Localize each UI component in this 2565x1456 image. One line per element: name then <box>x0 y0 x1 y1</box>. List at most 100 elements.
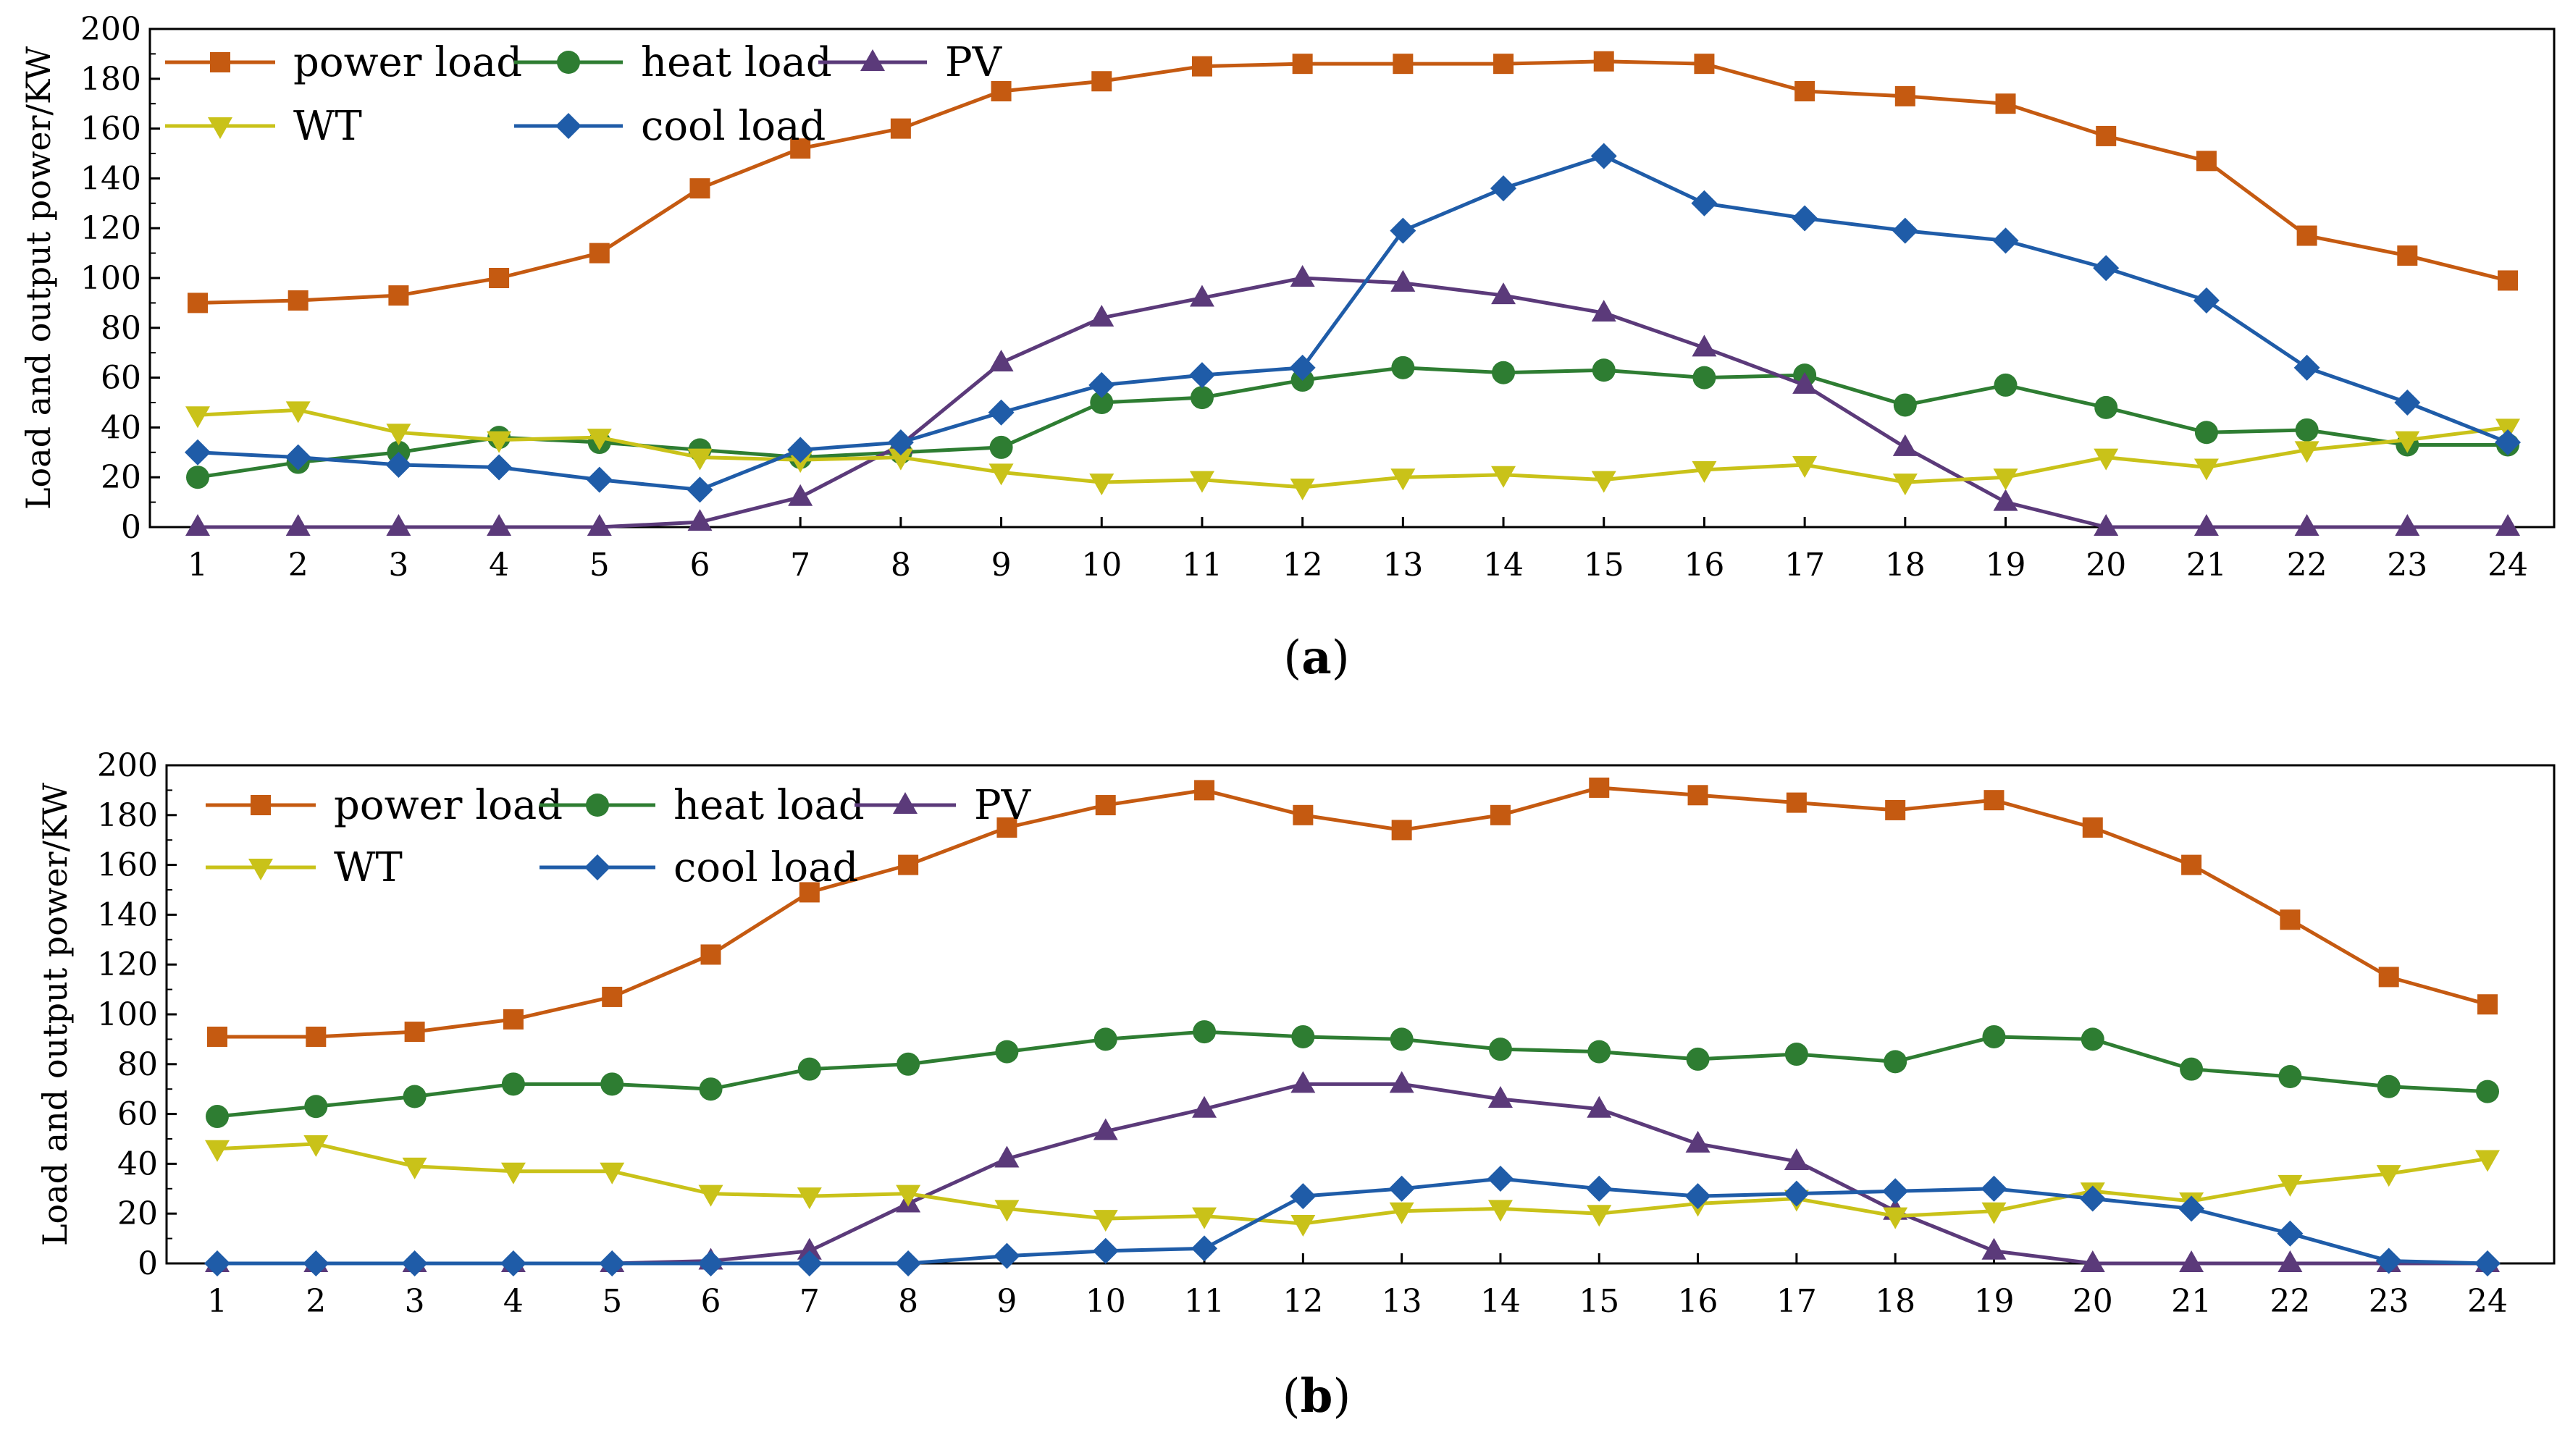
data-point <box>207 1026 227 1047</box>
y-tick-label: 160 <box>80 111 141 148</box>
data-point <box>1490 175 1517 202</box>
legend-marker <box>557 51 580 74</box>
data-point <box>994 1145 1020 1168</box>
series-line <box>217 1177 2488 1266</box>
data-point <box>1391 355 1415 379</box>
x-tick-label: 22 <box>2270 1283 2310 1320</box>
data-point <box>1784 1043 1808 1066</box>
legend-marker <box>208 117 232 139</box>
data-point <box>799 882 820 903</box>
legend-label: PV <box>974 782 1032 829</box>
data-point <box>2081 1027 2104 1051</box>
data-point <box>2080 1250 2105 1272</box>
data-point <box>1592 358 1616 382</box>
series-pv <box>185 265 2520 536</box>
data-point <box>1786 792 1807 813</box>
series-cool-load <box>204 1166 2501 1276</box>
data-point <box>489 268 510 288</box>
series-power-load <box>207 777 2498 1047</box>
data-point <box>287 290 308 311</box>
data-point <box>1289 354 1316 381</box>
data-point <box>1391 820 1412 841</box>
data-point <box>1189 471 1214 493</box>
data-point <box>890 118 911 139</box>
data-point <box>487 514 512 536</box>
data-point <box>988 349 1014 371</box>
series-wt <box>205 1135 2500 1237</box>
data-point <box>2193 287 2220 313</box>
data-point <box>994 1242 1020 1269</box>
y-tick-label: 160 <box>97 847 158 884</box>
x-tick-label: 10 <box>1086 1283 1126 1320</box>
data-point <box>1093 1210 1118 1232</box>
x-tick-label: 6 <box>701 1283 721 1320</box>
data-point <box>1893 393 1917 417</box>
x-tick-label: 11 <box>1184 1283 1225 1320</box>
data-point <box>1692 366 1716 390</box>
data-point <box>2293 354 2320 381</box>
legend-marker <box>248 859 273 880</box>
data-point <box>2495 429 2521 456</box>
series-line <box>217 1142 2488 1226</box>
data-point <box>500 1162 526 1184</box>
data-point <box>896 1184 921 1207</box>
legend-label: power load <box>334 782 563 829</box>
data-point <box>285 514 311 536</box>
data-point <box>188 293 208 313</box>
data-point <box>1192 1207 1217 1229</box>
data-point <box>501 1072 525 1096</box>
data-point <box>1884 1050 1907 1074</box>
data-point <box>2280 909 2301 930</box>
legend-marker <box>586 794 609 817</box>
data-point <box>386 424 411 446</box>
x-tick-label: 16 <box>1684 547 1724 584</box>
data-point <box>689 178 710 199</box>
data-point <box>699 1077 723 1101</box>
data-point <box>1587 1040 1611 1064</box>
x-tick-label: 12 <box>1282 1283 1323 1320</box>
data-point <box>897 1052 920 1076</box>
y-tick-label: 140 <box>97 896 158 933</box>
x-tick-label: 11 <box>1182 547 1222 584</box>
data-point <box>2094 514 2119 536</box>
data-point <box>2395 514 2420 536</box>
legend-marker <box>555 113 582 139</box>
x-tick-label: 10 <box>1081 547 1122 584</box>
legend-marker <box>251 795 271 815</box>
x-tick-label: 21 <box>2171 1283 2212 1320</box>
x-tick-label: 7 <box>799 1283 820 1320</box>
y-tick-label: 100 <box>97 996 158 1033</box>
data-point <box>2196 151 2217 172</box>
data-point <box>1487 1200 1513 1222</box>
data-point <box>487 431 512 453</box>
data-point <box>185 439 211 466</box>
data-point <box>788 484 813 506</box>
x-tick-label: 1 <box>188 547 208 584</box>
x-tick-label: 17 <box>1776 1283 1817 1320</box>
data-point <box>204 1250 230 1276</box>
data-point <box>1892 434 1918 456</box>
data-point <box>1885 799 1906 820</box>
panel-caption: (b) <box>1282 1369 1351 1423</box>
data-point <box>587 514 612 536</box>
x-tick-label: 24 <box>2467 1283 2508 1320</box>
data-point <box>1981 1237 2007 1260</box>
data-point <box>790 138 811 159</box>
data-point <box>2194 458 2219 481</box>
data-point <box>994 1200 1020 1222</box>
data-point <box>2296 225 2317 246</box>
data-point <box>1390 217 1416 244</box>
data-point <box>2294 441 2320 463</box>
x-tick-label: 23 <box>2369 1283 2409 1320</box>
legend: power load heat load PV WT cool load <box>206 782 1032 891</box>
y-tick-label: 100 <box>80 260 141 297</box>
y-tick-label: 200 <box>80 11 141 48</box>
panel-caption: (a) <box>1283 631 1349 685</box>
legend-label: power load <box>293 39 522 86</box>
data-point <box>1492 361 1516 384</box>
x-tick-label: 20 <box>2086 547 2126 584</box>
data-point <box>1894 85 1915 106</box>
data-point <box>1388 1175 1415 1202</box>
x-tick-label: 18 <box>1875 1283 1915 1320</box>
data-point <box>2194 421 2218 445</box>
